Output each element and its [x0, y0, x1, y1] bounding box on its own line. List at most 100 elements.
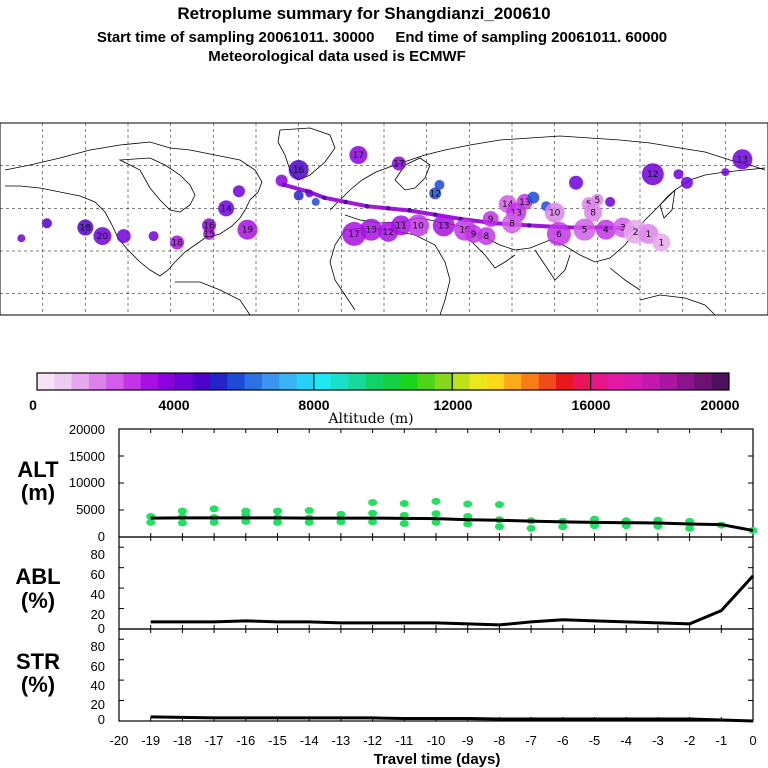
- x-tick-label: 0: [749, 733, 756, 748]
- plume-marker: [349, 146, 368, 164]
- axis-tick-marks: [118, 428, 754, 722]
- series-line: [150, 574, 755, 627]
- alt-scatter-point: [431, 497, 441, 505]
- x-tick-label: -12: [363, 733, 382, 748]
- abl-panel-unit: (%): [21, 588, 55, 613]
- alt-scatter-point: [336, 518, 346, 526]
- alt-scatter-point: [558, 523, 568, 531]
- x-tick-label: -9: [462, 733, 474, 748]
- plume-label: 5: [582, 226, 588, 236]
- colorbar-cell: [383, 373, 401, 390]
- str-panel-frame: [118, 628, 754, 722]
- series-line: [150, 715, 754, 723]
- colorbar-cell: [573, 373, 591, 390]
- str-ytick-20: 20: [91, 697, 105, 712]
- colorbar-cell: [556, 373, 574, 390]
- trajectory-point: [433, 212, 438, 217]
- plume-marker: [482, 211, 499, 227]
- x-tick-label: -6: [557, 733, 569, 748]
- str-ytick-0: 0: [98, 712, 105, 727]
- plume-marker: [591, 193, 604, 206]
- colorbar-cell: [400, 373, 418, 390]
- plume-label: 10: [412, 221, 424, 231]
- plume-label: 8: [509, 219, 515, 229]
- plume-label: 10: [459, 226, 471, 236]
- colorbar-cell: [625, 373, 643, 390]
- plume-label: 12: [383, 228, 394, 238]
- alt-scatter-point: [368, 509, 378, 517]
- plume-marker: [218, 200, 235, 217]
- plume-marker: [502, 213, 522, 234]
- plume-label: 3: [620, 224, 626, 234]
- colorbar-tick-16000: 16000: [572, 397, 611, 413]
- plume-marker: [652, 233, 671, 252]
- x-tick-label: -19: [141, 733, 160, 748]
- plume-marker: [148, 231, 159, 242]
- str-ytick-40: 40: [91, 678, 105, 693]
- plume-marker: [116, 229, 131, 244]
- plume-label: 14: [220, 204, 232, 214]
- colorbar-dividers: [174, 373, 592, 390]
- plume-marker: [202, 218, 217, 233]
- alt-scatter-point: [685, 524, 695, 532]
- colorbar-cell: [348, 373, 367, 390]
- alt-ytick-5000: 5000: [76, 502, 105, 517]
- x-tick-label: -7: [525, 733, 537, 748]
- alt-scatter-point: [241, 507, 251, 515]
- colorbar-cell: [452, 373, 470, 390]
- colorbar-cell: [694, 373, 713, 390]
- colorbar-tick-4000: 4000: [158, 397, 189, 413]
- abl-ytick-20: 20: [91, 607, 105, 622]
- colorbar-cell: [331, 373, 349, 390]
- colorbar-cell: [37, 373, 55, 390]
- colorbar-tick-0: 0: [29, 397, 37, 413]
- colorbar-cell: [279, 373, 297, 390]
- plume-label: 13: [519, 198, 530, 208]
- plume-marker: [275, 174, 288, 187]
- x-tick-label: -4: [620, 733, 632, 748]
- trajectory-point: [364, 204, 370, 209]
- colorbar-tick-8000: 8000: [298, 397, 329, 413]
- colorbar-cell: [469, 373, 488, 390]
- plume-label: 8: [590, 209, 596, 219]
- met-data-line: Meteorological data used is ECMWF: [208, 48, 466, 65]
- alt-scatter-point: [494, 523, 504, 531]
- alt-ytick-10000: 10000: [69, 475, 105, 490]
- plume-label: 2: [633, 228, 639, 238]
- plume-marker: [311, 197, 320, 206]
- abl-panel-label: ABL: [15, 564, 60, 589]
- colorbar-cell: [106, 373, 124, 390]
- colorbar-cell: [210, 373, 228, 390]
- plume-marker: [544, 202, 565, 223]
- x-tick-label: -5: [589, 733, 601, 748]
- plume-label: 13: [365, 226, 376, 236]
- plume-marker: [93, 227, 112, 246]
- alt-scatter-point: [241, 517, 251, 525]
- plume-label: 12: [429, 189, 440, 199]
- colorbar-cell: [659, 373, 678, 390]
- alt-scatter-point: [368, 518, 378, 526]
- colorbar-cell: [296, 373, 315, 390]
- trajectory-point: [386, 206, 391, 211]
- colorbar-cell: [54, 373, 72, 390]
- colorbar-cell: [71, 373, 90, 390]
- plume-marker: [573, 218, 596, 241]
- x-tick-label: -18: [173, 733, 192, 748]
- abl-ytick-0: 0: [98, 621, 105, 636]
- plume-marker: [680, 176, 693, 189]
- trajectory-point: [322, 195, 327, 200]
- alt-scatter-point: [304, 507, 314, 515]
- plume-marker: [360, 218, 383, 241]
- alt-scatter-point: [463, 520, 473, 528]
- plume-label: 18: [80, 224, 92, 234]
- alt-scatter-point: [209, 518, 219, 526]
- colorbar-cell: [365, 373, 384, 390]
- abl-ytick-40: 40: [91, 587, 105, 602]
- plume-marker: [41, 218, 52, 229]
- plume-label: 11: [395, 221, 406, 231]
- x-tick-label: -2: [684, 733, 696, 748]
- colorbar-cell: [244, 373, 263, 390]
- x-tick-label: -3: [652, 733, 664, 748]
- plume-label: 16: [203, 221, 215, 231]
